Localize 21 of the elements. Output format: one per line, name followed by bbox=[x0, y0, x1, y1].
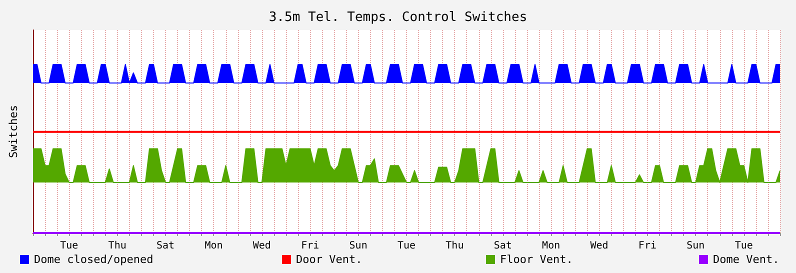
x-tick-label: Sun bbox=[686, 240, 705, 252]
x-tick-label: Wed bbox=[590, 240, 608, 252]
x-tick-label: Sat bbox=[494, 240, 512, 252]
legend-label: Dome closed/opened bbox=[34, 253, 154, 266]
legend-label: Dome Vent. bbox=[713, 253, 780, 266]
x-tick-label: Tue bbox=[60, 240, 78, 252]
x-tick-label: Sat bbox=[156, 240, 175, 252]
x-tick-label: Sun bbox=[349, 240, 368, 252]
x-tick-label: Thu bbox=[446, 240, 464, 252]
y-axis-title: Switches bbox=[7, 105, 20, 158]
x-tick-label: Fri bbox=[301, 240, 320, 252]
legend-label: Floor Vent. bbox=[500, 253, 573, 266]
x-tick-label: Fri bbox=[638, 240, 656, 252]
x-tick-label: Wed bbox=[252, 240, 271, 252]
chart-title: 3.5m Tel. Temps. Control Switches bbox=[268, 10, 528, 25]
x-tick-label: Thu bbox=[108, 240, 126, 252]
legend-label: Door Vent. bbox=[296, 253, 362, 266]
x-tick-label: Tue bbox=[734, 240, 753, 252]
x-tick-label: Tue bbox=[397, 240, 416, 252]
x-tick-label: Mon bbox=[542, 240, 560, 252]
x-tick-label: Mon bbox=[204, 240, 223, 252]
